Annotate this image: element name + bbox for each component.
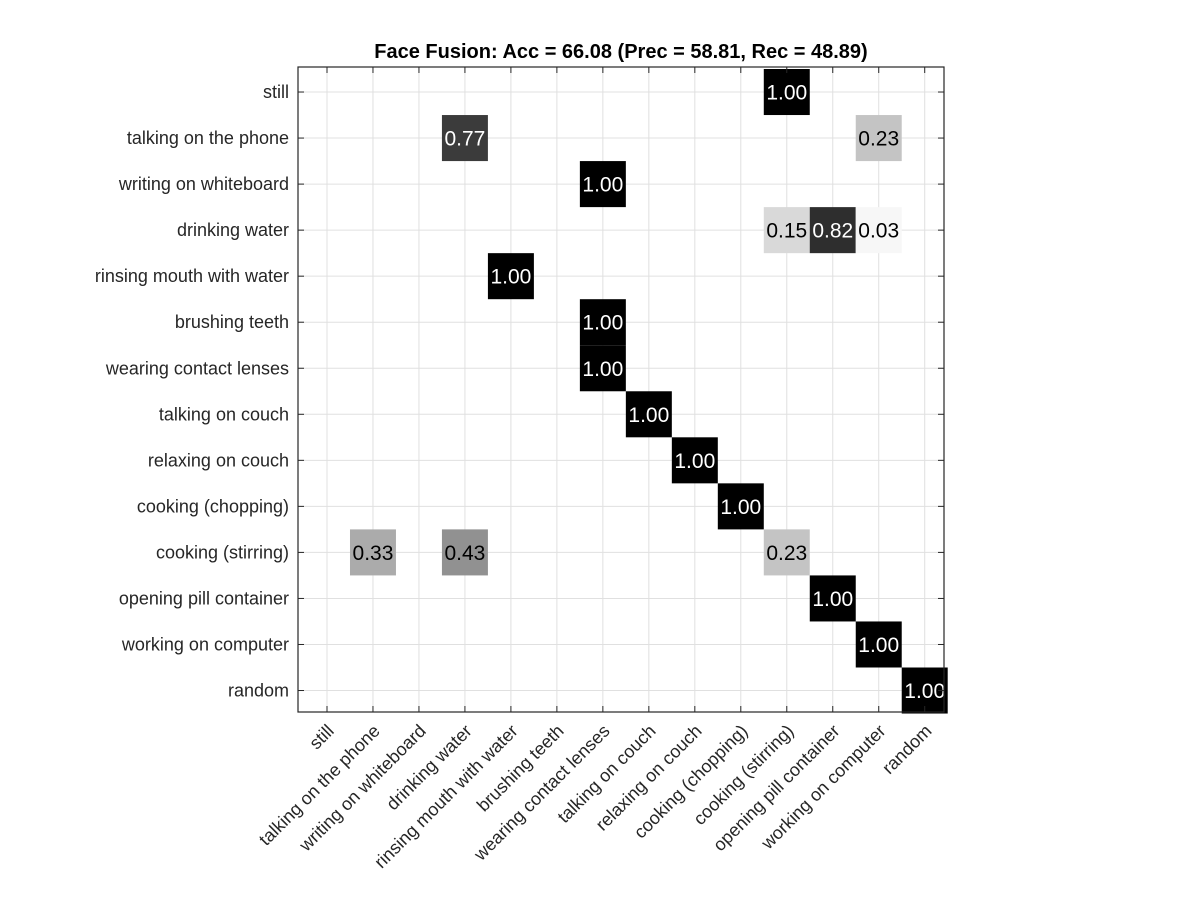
cell-value-label: 1.00 xyxy=(582,312,623,335)
y-tick-label: writing on whiteboard xyxy=(118,174,289,194)
heatmap-cell xyxy=(625,391,672,438)
heatmap-cell xyxy=(441,529,488,576)
cell-value-label: 1.00 xyxy=(812,588,853,611)
heatmap-cell xyxy=(349,529,396,576)
cell-value-label: 0.15 xyxy=(766,220,807,243)
y-tick-label: cooking (stirring) xyxy=(156,542,289,562)
heatmap-cell xyxy=(579,299,626,346)
heatmap-cell xyxy=(855,207,902,254)
y-tick-label: relaxing on couch xyxy=(148,450,289,470)
heatmap-cell xyxy=(763,529,810,576)
heatmap-cell xyxy=(855,115,902,162)
heatmap-cell xyxy=(809,575,856,622)
heatmap-cell xyxy=(717,483,764,530)
chart-title: Face Fusion: Acc = 66.08 (Prec = 58.81, … xyxy=(374,41,867,63)
y-tick-label: opening pill container xyxy=(119,588,289,608)
y-tick-label: drinking water xyxy=(177,220,289,240)
heatmap-cell xyxy=(487,253,534,300)
cell-value-label: 1.00 xyxy=(904,680,945,703)
y-tick-labels: still talking on the phone writing on whit… xyxy=(95,82,289,701)
cell-value-label: 1.00 xyxy=(766,82,807,105)
heatmap-cells: 1.000.77 0.231.000.15 0.82 0.031.001.001.00… xyxy=(349,69,948,714)
y-tick-label: talking on the phone xyxy=(127,128,289,148)
cell-value-label: 0.43 xyxy=(444,542,485,565)
heatmap-cell xyxy=(855,621,902,668)
y-tick-label: brushing teeth xyxy=(175,312,289,332)
y-tick-label: talking on couch xyxy=(159,404,289,424)
plot-area-frame xyxy=(297,66,945,713)
y-tick-label: rinsing mouth with water xyxy=(95,266,289,286)
heatmap-cell xyxy=(441,115,488,162)
heatmap-cell xyxy=(579,345,626,392)
y-tick-label: cooking (chopping) xyxy=(137,496,289,516)
cell-value-label: 0.03 xyxy=(858,220,899,243)
heatmap-cell xyxy=(809,207,856,254)
y-tick-label: wearing contact lenses xyxy=(105,358,289,378)
cell-value-label: 1.00 xyxy=(582,358,623,381)
cell-value-label: 1.00 xyxy=(674,450,715,473)
cell-value-label: 1.00 xyxy=(858,634,899,657)
heatmap-cell xyxy=(671,437,718,484)
axis-ticks xyxy=(298,67,944,712)
cell-value-label: 0.23 xyxy=(858,128,899,151)
cell-value-label: 1.00 xyxy=(490,266,531,289)
cell-value-label: 1.00 xyxy=(628,404,669,427)
heatmap-cell xyxy=(763,207,810,254)
cell-value-label: 0.33 xyxy=(353,542,394,565)
cell-value-label: 1.00 xyxy=(720,496,761,519)
y-tick-label: working on computer xyxy=(121,634,289,654)
cell-value-label: 0.77 xyxy=(444,128,485,151)
cell-value-label: 0.82 xyxy=(812,220,853,243)
y-tick-label: still xyxy=(263,82,289,102)
cell-value-label: 0.23 xyxy=(766,542,807,565)
heatmap-cell xyxy=(579,161,626,208)
y-tick-label: random xyxy=(228,681,289,701)
heatmap-cell xyxy=(763,69,810,116)
cell-value-label: 1.00 xyxy=(582,174,623,197)
